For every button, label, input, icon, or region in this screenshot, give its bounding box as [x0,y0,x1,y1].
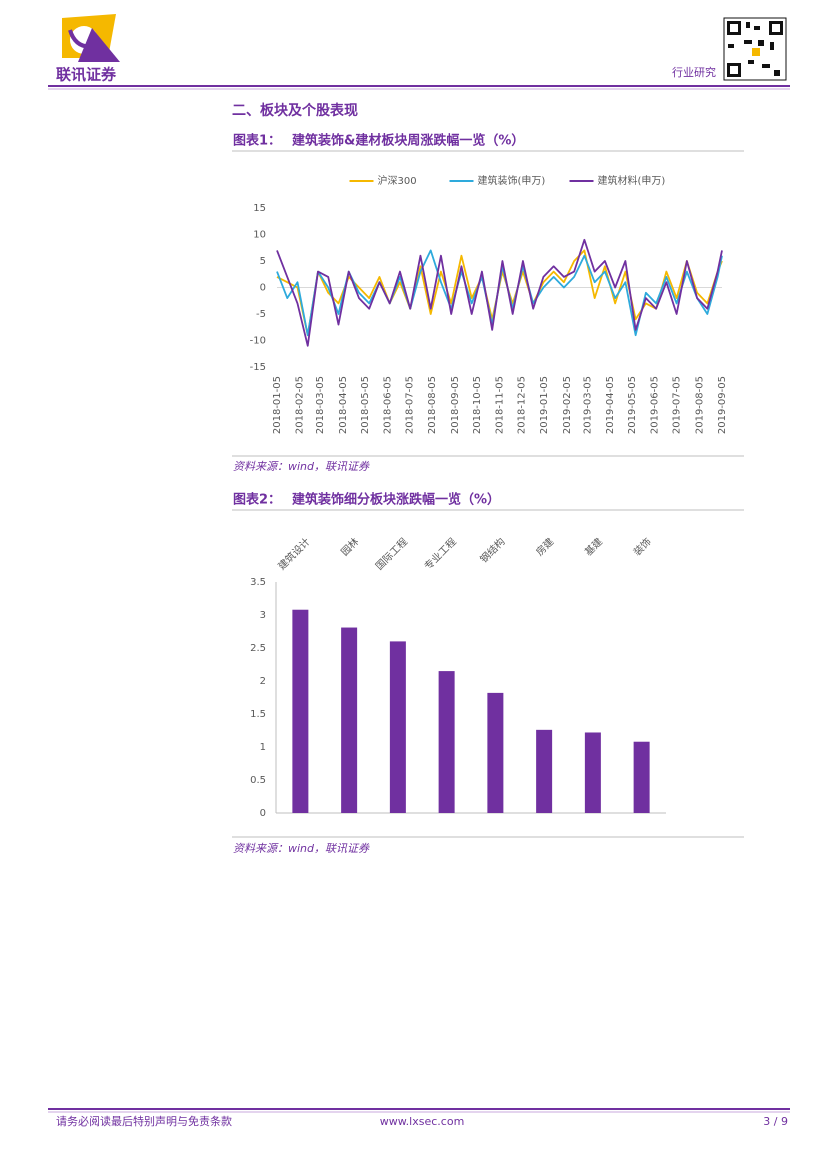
footer-page: 3 / 9 [763,1115,788,1128]
x-tick-label: 2018-03-05 [315,376,326,434]
category-label: 房建 [533,535,556,558]
y-tick-label: 2.5 [250,643,266,654]
x-tick-label: 2018-10-05 [472,376,483,434]
figure-source: 资料来源：wind，联讯证券 [233,842,370,855]
y-tick-label: -15 [250,362,266,373]
category-label: 园林 [338,535,361,558]
y-tick-label: 2 [260,676,266,687]
y-tick-label: -10 [250,336,266,347]
category-label: 专业工程 [421,535,458,572]
bar [341,627,358,813]
figure-source: 资料来源：wind，联讯证券 [233,460,370,473]
qr-code [723,17,787,81]
logo-text: 联讯证券 [56,66,117,84]
bar [292,609,309,813]
x-tick-label: 2019-07-05 [672,376,683,434]
x-tick-label: 2018-05-05 [360,376,371,434]
y-tick-label: 0.5 [250,775,266,786]
logo [62,14,120,62]
x-tick-label: 2019-05-05 [627,376,638,434]
y-tick-label: 15 [253,203,266,214]
category-label: 国际工程 [373,536,410,573]
footer-disclaimer: 请务必阅读最后特别声明与免责条款 [56,1114,232,1128]
x-tick-label: 2019-03-05 [582,376,593,434]
x-tick-label: 2019-08-05 [694,376,705,434]
legend-label: 建筑装饰(申万) [478,174,546,187]
legend-label: 沪深300 [378,174,417,187]
figure-title: 建筑装饰细分板块涨跌幅一览（%） [292,492,500,508]
y-tick-label: 10 [253,230,266,241]
category-label: 装饰 [631,535,654,558]
legend-label: 建筑材料(申万) [598,174,666,187]
bar [584,732,601,813]
x-tick-label: 2018-06-05 [383,376,394,434]
x-tick-label: 2018-07-05 [404,376,415,434]
category-label: 基建 [582,535,605,558]
x-tick-label: 2018-01-05 [272,376,283,434]
category-label: 建筑设计 [275,535,312,572]
y-tick-label: 5 [260,256,266,267]
bar [438,671,455,813]
x-tick-label: 2019-04-05 [605,376,616,434]
y-tick-label: 3.5 [250,577,266,588]
y-tick-label: 0 [260,808,266,819]
y-tick-label: 1 [260,742,266,753]
x-tick-label: 2018-12-05 [516,376,527,434]
figure-label: 图表1： [233,133,281,149]
x-tick-label: 2018-11-05 [495,376,506,434]
category-label: 钢结构 [477,535,507,565]
series-line [276,238,723,347]
x-tick-label: 2018-02-05 [295,376,306,434]
x-tick-label: 2019-09-05 [717,376,728,434]
y-tick-label: 0 [260,283,266,294]
y-tick-label: -5 [256,309,266,320]
section-title: 二、板块及个股表现 [232,102,358,119]
bar [487,692,504,813]
bar [536,729,553,813]
x-tick-label: 2019-01-05 [539,376,550,434]
figure-title: 建筑装饰&建材板块周涨跌幅一览（%） [292,133,524,149]
bar [389,641,406,813]
x-tick-label: 2018-09-05 [450,376,461,434]
x-tick-label: 2019-02-05 [562,376,573,434]
x-tick-label: 2018-04-05 [338,376,349,434]
report-type: 行业研究 [672,65,716,79]
footer-website: www.lxsec.com [380,1115,465,1128]
x-tick-label: 2018-08-05 [427,376,438,434]
x-tick-label: 2019-06-05 [650,376,661,434]
bar [633,741,650,813]
y-tick-label: 1.5 [250,709,266,720]
y-tick-label: 3 [260,610,266,621]
figure-label: 图表2： [233,492,281,508]
